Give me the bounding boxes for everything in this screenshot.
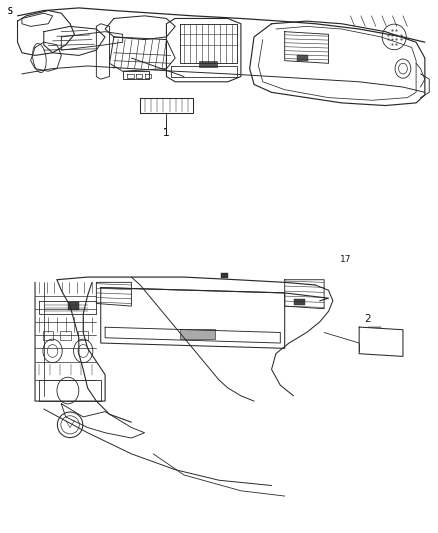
Text: S: S: [7, 7, 12, 17]
Bar: [68, 302, 79, 310]
Bar: [180, 329, 215, 339]
Text: 1: 1: [163, 128, 170, 138]
Bar: [78, 332, 88, 340]
Text: 17: 17: [340, 255, 352, 263]
Text: 2: 2: [364, 314, 371, 324]
Bar: [294, 300, 305, 305]
Bar: [221, 273, 228, 278]
Bar: [297, 55, 308, 61]
Bar: [43, 332, 53, 340]
Bar: [199, 61, 217, 67]
Text: 1: 1: [163, 128, 170, 138]
Text: S: S: [7, 7, 12, 17]
Bar: [60, 332, 71, 340]
